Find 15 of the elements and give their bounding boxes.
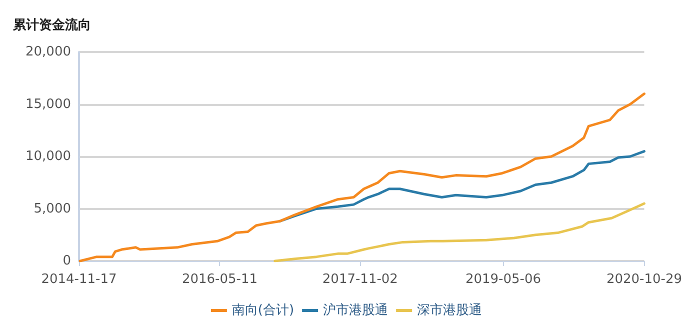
x-tick-label: 2016-05-11: [182, 272, 258, 287]
x-tick-label: 2017-11-02: [322, 272, 398, 287]
y-tick-label: 10,000: [26, 149, 71, 164]
legend-label: 南向(合计): [232, 303, 294, 318]
chart-title: 累计资金流向: [12, 17, 91, 33]
x-tick-label: 2014-11-17: [41, 272, 117, 287]
y-tick-label: 5,000: [34, 201, 71, 216]
y-tick-label: 15,000: [26, 96, 71, 112]
x-tick-label: 2019-05-06: [465, 272, 542, 287]
legend-label: 深市港股通: [417, 303, 482, 318]
y-tick-label: 20,000: [26, 44, 71, 60]
line-series: [274, 202, 646, 262]
x-tick-label: 2020-10-29: [606, 272, 682, 287]
legend-label: 沪市港股通: [323, 302, 388, 318]
y-tick-label: 0: [62, 254, 71, 268]
